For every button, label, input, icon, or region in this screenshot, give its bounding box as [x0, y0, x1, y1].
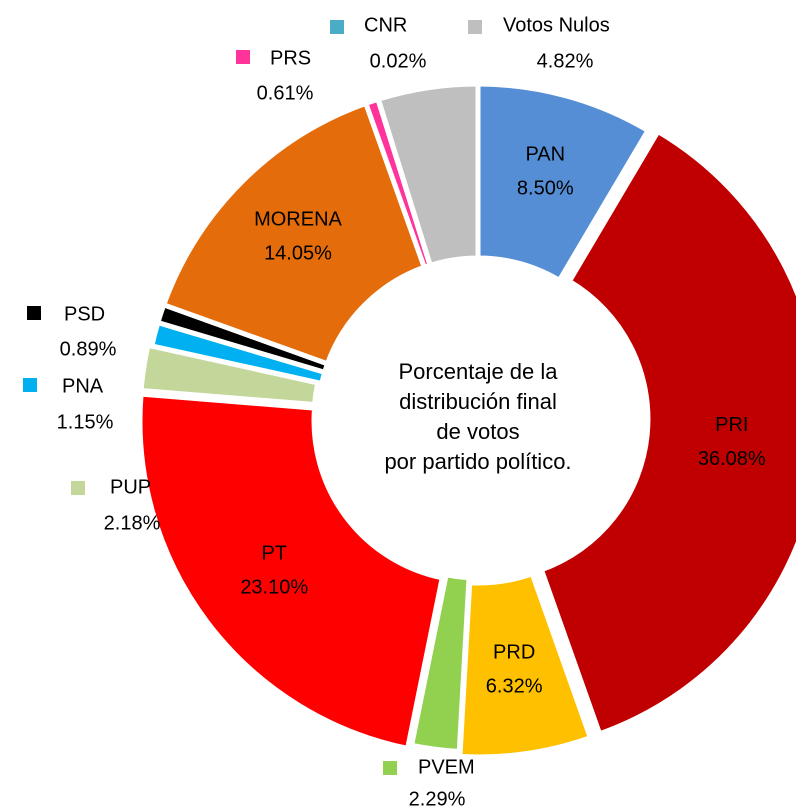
- legend-swatch: [71, 481, 85, 495]
- slice-name: PRD: [493, 642, 535, 664]
- legend-swatch: [330, 20, 344, 34]
- slice-value: 0.02%: [370, 50, 427, 72]
- slice: [457, 570, 594, 760]
- slice-value: 8.50%: [517, 177, 574, 199]
- slice-name: PUP: [110, 476, 151, 498]
- legend-swatch: [27, 306, 41, 320]
- slice-name: PSD: [64, 303, 105, 325]
- legend-swatch: [468, 20, 482, 34]
- slice-name: PRI: [715, 414, 748, 436]
- slice-name: Votos Nulos: [503, 14, 610, 36]
- slice-value: 1.15%: [57, 411, 114, 433]
- slice-name: PNA: [62, 375, 104, 397]
- slice-name: MORENA: [254, 209, 342, 231]
- slice: [160, 100, 428, 367]
- slice: [475, 81, 652, 284]
- slice: [538, 128, 796, 737]
- slice-value: 2.29%: [409, 788, 466, 810]
- slice-value: 4.82%: [537, 50, 594, 72]
- slice-name: PVEM: [418, 756, 475, 778]
- slice: [375, 81, 481, 269]
- slice: [408, 571, 472, 755]
- center-label: distribución final: [399, 389, 557, 414]
- slice-value: 0.61%: [257, 82, 314, 104]
- slice-value: 0.89%: [60, 338, 117, 360]
- slice-value: 23.10%: [240, 577, 308, 599]
- slice-value: 2.18%: [104, 512, 161, 534]
- slice-value: 6.32%: [486, 676, 543, 698]
- slice-value: 36.08%: [698, 448, 766, 470]
- slice-name: CNR: [364, 14, 407, 36]
- slice-name: PT: [261, 543, 287, 565]
- slice-name: PAN: [525, 143, 565, 165]
- legend-swatch: [23, 378, 37, 392]
- slice-value: 14.05%: [264, 243, 332, 265]
- slice: [137, 391, 446, 752]
- center-label: por partido político.: [384, 449, 571, 474]
- legend-swatch: [236, 50, 250, 64]
- center-label: Porcentaje de la: [399, 359, 559, 384]
- slice-name: PRS: [270, 47, 311, 69]
- legend-swatch: [383, 761, 397, 775]
- center-label: de votos: [436, 419, 519, 444]
